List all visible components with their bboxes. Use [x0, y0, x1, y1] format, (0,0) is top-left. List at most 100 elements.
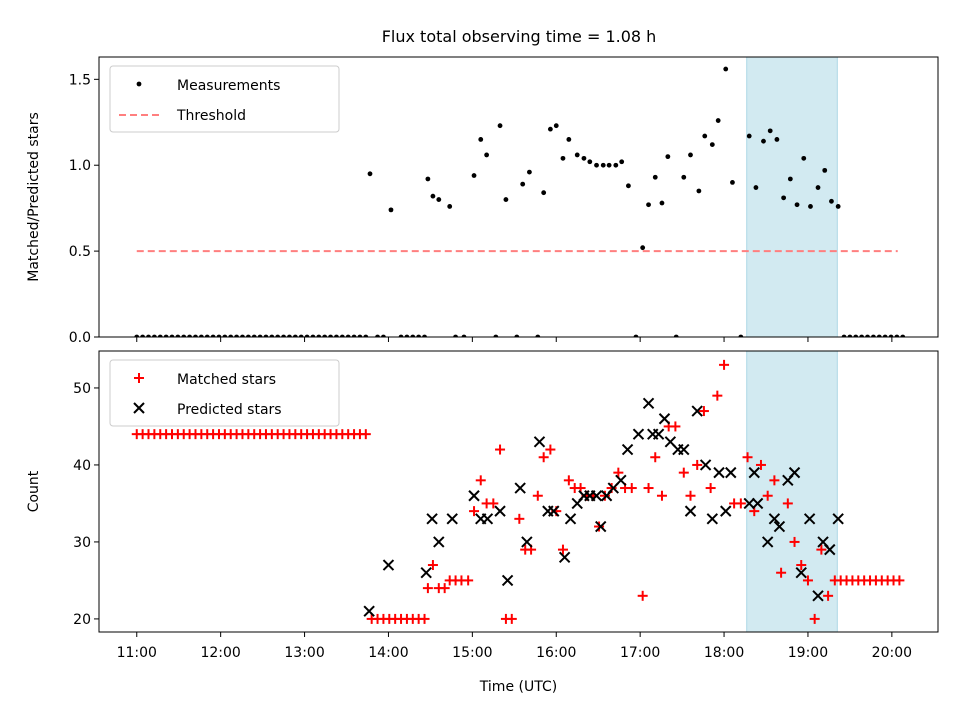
measurement-point [503, 197, 509, 202]
predicted-star-stroke-b [433, 536, 445, 548]
x-axis-label: Time (UTC) [479, 679, 557, 695]
measurement-point [416, 334, 422, 337]
measurement-point [222, 334, 228, 337]
predicted-star-stroke-b [420, 567, 432, 579]
measurement-point [157, 334, 163, 337]
predicted-star-point [720, 505, 732, 517]
plot-area [134, 66, 906, 337]
measurement-point [453, 334, 458, 337]
predicted-star-point [678, 443, 690, 456]
predicted-star-point [426, 513, 438, 525]
predicted-star-point [652, 428, 665, 440]
measurement-point [263, 334, 269, 337]
axes-frame [98, 350, 939, 633]
measurement-point [216, 334, 222, 337]
predicted-star-point [494, 505, 506, 517]
measurement-point [876, 334, 882, 337]
measurement-point [520, 181, 526, 187]
matched-star-point [545, 444, 556, 455]
measurement-point [822, 167, 828, 173]
predicted-star-point [768, 513, 781, 525]
measurement-point [761, 138, 766, 144]
predicted-star-point [621, 443, 634, 456]
measurement-point [163, 334, 169, 337]
measurement-point [829, 198, 834, 204]
predicted-star-stroke-b [706, 513, 719, 525]
x-tick-label: 18:00 [704, 645, 744, 661]
measurement-point [497, 123, 503, 129]
matched-star-point [823, 590, 834, 601]
predicted-star-stroke-b [590, 490, 603, 502]
measurement-point [767, 128, 773, 134]
y-tick-label: 0.5 [69, 244, 91, 260]
measurement-point [493, 334, 499, 337]
predicted-star-stroke-b [803, 513, 816, 525]
x-tick-label: 20:00 [872, 645, 912, 661]
predicted-star-point [748, 466, 760, 479]
measurement-point [422, 334, 427, 337]
measurement-point [181, 334, 187, 337]
measurement-point [882, 334, 888, 337]
matched-star-point [692, 459, 703, 470]
measurement-point [367, 171, 373, 177]
measurement-point [815, 185, 821, 190]
predicted-star-point [832, 513, 844, 525]
measurement-point [328, 334, 333, 337]
measurement-point [187, 334, 193, 337]
measurement-point [234, 334, 239, 337]
predicted-star-stroke-b [426, 513, 438, 525]
predicted-star-point [632, 428, 645, 440]
measurement-point [381, 334, 386, 337]
measurement-point [888, 334, 894, 337]
measurement-point [566, 137, 572, 142]
measurement-point [339, 334, 345, 337]
matched-star-point [427, 560, 438, 571]
predicted-star-point [751, 497, 764, 510]
predicted-star-point [501, 574, 514, 587]
measurement-point [430, 193, 436, 199]
predicted-star-stroke-b [788, 466, 801, 479]
predicted-star-stroke-b [514, 482, 526, 494]
predicted-star-point [363, 605, 375, 617]
matched-star-point [439, 583, 450, 594]
measurement-point [600, 162, 606, 168]
predicted-star-stroke-b [713, 466, 725, 479]
matched-star-point [475, 475, 486, 486]
measurement-point [781, 195, 787, 201]
measurement-point [681, 174, 687, 180]
predicted-star-stroke-b [832, 513, 844, 525]
measurement-point [626, 183, 631, 189]
predicted-star-point [590, 490, 603, 502]
predicted-star-point [803, 513, 816, 525]
matched-star-point [557, 544, 568, 555]
matched-star-point [656, 490, 667, 501]
predicted-star-point [468, 490, 480, 502]
matched-star-point [670, 421, 681, 432]
measurement-point [151, 334, 157, 337]
measurement-point [298, 334, 304, 337]
x-tick-label: 16:00 [536, 645, 576, 661]
measurement-point [794, 202, 800, 208]
predicted-star-stroke-b [748, 466, 760, 479]
measurement-point [398, 334, 404, 337]
predicted-star-stroke-b [743, 497, 755, 510]
predicted-star-point [433, 536, 445, 548]
measurement-point [425, 176, 431, 182]
predicted-star-point [713, 466, 725, 479]
matched-star-point [360, 429, 371, 440]
measurement-point [847, 334, 853, 337]
matched-star-point [422, 583, 433, 594]
y-tick-label: 40 [73, 458, 91, 474]
measurement-point [633, 334, 639, 337]
matched-star-point [650, 452, 661, 463]
measurement-point [841, 334, 847, 337]
measurement-point [865, 334, 870, 337]
predicted-star-stroke-b [684, 505, 697, 517]
predicted-star-stroke-b [548, 505, 560, 517]
measurement-point [287, 334, 292, 337]
predicted-star-stroke-b [621, 443, 634, 456]
predicted-star-stroke-b [564, 513, 577, 525]
legend-entry-label: Predicted stars [177, 402, 282, 418]
measurement-point [541, 190, 547, 196]
measurement-point [665, 154, 671, 160]
